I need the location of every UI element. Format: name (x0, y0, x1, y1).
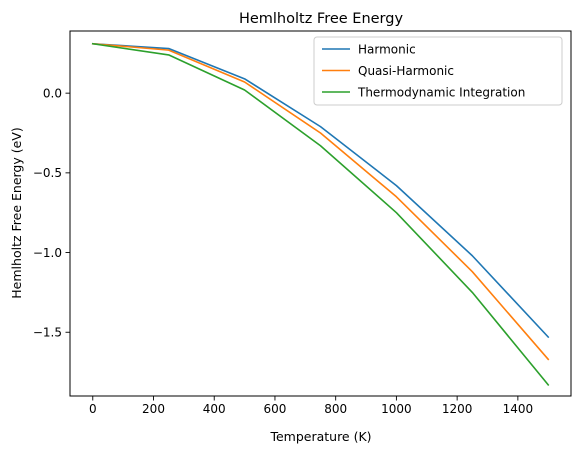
x-tick-label: 400 (203, 402, 226, 416)
y-tick-label: 0.0 (43, 86, 62, 100)
series-line-2 (91, 42, 550, 386)
x-tick-label: 1000 (381, 402, 412, 416)
series-line-0 (91, 42, 550, 339)
x-tick-label: 1200 (442, 402, 473, 416)
y-tick-label: −0.5 (33, 166, 62, 180)
y-axis: 0.0 −0.5 −1.0 −1.5 (33, 86, 70, 340)
x-tick-label: 1400 (503, 402, 534, 416)
legend: Harmonic Quasi-Harmonic Thermodynamic Inte… (313, 36, 563, 106)
legend-label: Thermodynamic Integration (357, 85, 525, 99)
series-line-1 (91, 42, 550, 361)
chart-title: Hemlholtz Free Energy (239, 11, 404, 27)
x-tick-label: 200 (142, 402, 165, 416)
x-axis-label: Temperature (K) (269, 429, 371, 444)
x-tick-label: 0 (89, 402, 97, 416)
plot-frame (69, 30, 572, 397)
legend-label: Harmonic (358, 42, 416, 56)
y-axis-label: Hemlholtz Free Energy (eV) (9, 127, 24, 298)
y-tick-label: −1.5 (33, 326, 62, 340)
legend-box (313, 36, 563, 106)
legend-label: Quasi-Harmonic (358, 64, 454, 78)
x-axis: 0 200 400 600 800 1000 1200 1400 (89, 396, 533, 416)
x-tick-label: 800 (324, 402, 347, 416)
y-tick-label: −1.0 (33, 246, 62, 260)
series-layer (91, 42, 550, 386)
x-tick-label: 600 (264, 402, 287, 416)
